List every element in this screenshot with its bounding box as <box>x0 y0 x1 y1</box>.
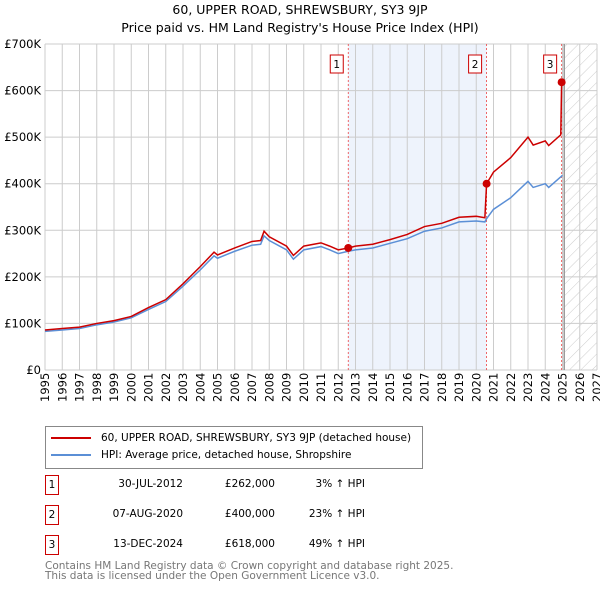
sale-price: £262,000 <box>224 478 275 490</box>
x-tick-label: 1999 <box>107 373 121 402</box>
x-tick-label: 2006 <box>228 373 242 402</box>
hpi-line <box>44 174 563 333</box>
x-tick-label: 1995 <box>38 373 52 402</box>
y-tick-label: £400K <box>4 177 41 191</box>
x-tick-label: 2003 <box>176 373 190 402</box>
x-tick-label: 1997 <box>73 373 87 402</box>
legend: 60, UPPER ROAD, SHREWSBURY, SY3 9JP (det… <box>45 426 423 469</box>
footer-line: Contains HM Land Registry data © Crown c… <box>45 560 454 572</box>
x-tick-label: 2016 <box>400 373 414 402</box>
x-tick-label: 2005 <box>211 373 225 402</box>
x-tick-label: 2009 <box>280 373 294 402</box>
sale-date: 30-JUL-2012 <box>118 478 183 490</box>
red-line-swatch <box>51 437 91 439</box>
sale-row: 2 07-AUG-2020 £400,000 23% ↑ HPI <box>45 505 445 525</box>
x-tick-label: 2002 <box>159 373 173 402</box>
legend-label: 60, UPPER ROAD, SHREWSBURY, SY3 9JP (det… <box>101 432 412 444</box>
blue-line-swatch <box>51 454 91 456</box>
x-tick-label: 2015 <box>383 373 397 402</box>
legend-item-hpi: HPI: Average price, detached house, Shro… <box>51 449 351 461</box>
x-tick-label: 2022 <box>504 373 518 402</box>
sale-point <box>557 78 566 87</box>
y-tick-label: £0 <box>26 363 41 377</box>
sale-marker-box: 2 <box>45 505 59 525</box>
x-tick-label: 1996 <box>55 373 69 402</box>
x-tick-label: 2000 <box>124 373 138 402</box>
y-tick-label: £300K <box>4 223 41 237</box>
x-tick-label: 2012 <box>331 373 345 402</box>
chart-subtitle: Price paid vs. HM Land Registry's House … <box>121 20 479 35</box>
sale-row: 3 13-DEC-2024 £618,000 49% ↑ HPI <box>45 535 445 555</box>
sale-label-number: 2 <box>472 59 479 71</box>
legend-item-property: 60, UPPER ROAD, SHREWSBURY, SY3 9JP (det… <box>51 432 411 444</box>
x-tick-label: 2011 <box>314 373 328 402</box>
legend-label: HPI: Average price, detached house, Shro… <box>101 449 352 461</box>
y-tick-label: £200K <box>4 270 41 284</box>
sale-point <box>344 243 353 252</box>
x-tick-label: 2019 <box>452 373 466 402</box>
y-tick-label: £100K <box>4 316 41 330</box>
sale-marker-box: 3 <box>45 535 59 555</box>
sale-period-shading <box>348 44 487 370</box>
y-tick-label: £700K <box>4 37 41 51</box>
sale-row: 1 30-JUL-2012 £262,000 3% ↑ HPI <box>45 475 445 495</box>
sale-price: £400,000 <box>224 508 275 520</box>
x-tick-label: 2025 <box>556 373 570 402</box>
sale-label-box <box>468 54 483 74</box>
sale-label-box <box>543 54 558 74</box>
x-tick-label: 2023 <box>521 373 535 402</box>
x-tick-label: 2026 <box>573 373 587 402</box>
sale-hpi-diff: 3% ↑ HPI <box>315 478 365 490</box>
forecast-hatch <box>564 44 597 370</box>
price-chart: 1995 1996 1997 1998 1999 2000 2001 2002 2003 2004… <box>4 37 600 402</box>
x-tick-label: 2008 <box>262 373 276 402</box>
sale-marker-box: 1 <box>45 475 59 495</box>
property-price-line <box>44 82 563 331</box>
x-tick-label: 1998 <box>90 373 104 402</box>
y-tick-label: £500K <box>4 130 41 144</box>
sale-label-number: 1 <box>333 59 340 71</box>
sale-date: 07-AUG-2020 <box>112 508 183 520</box>
x-tick-label: 2027 <box>590 373 600 402</box>
sale-hpi-diff: 23% ↑ HPI <box>308 508 365 520</box>
sale-point <box>482 179 491 188</box>
sale-date: 13-DEC-2024 <box>113 538 183 550</box>
y-tick-label: £600K <box>4 84 41 98</box>
x-tick-label: 2010 <box>297 373 311 402</box>
chart-title: 60, UPPER ROAD, SHREWSBURY, SY3 9JP <box>172 2 428 17</box>
x-tick-label: 2007 <box>245 373 259 402</box>
sale-label-box <box>329 54 344 74</box>
x-tick-label: 2020 <box>469 373 483 402</box>
x-tick-label: 2013 <box>349 373 363 402</box>
x-tick-label: 2014 <box>366 373 380 402</box>
sale-label-number: 3 <box>547 59 554 71</box>
sale-hpi-diff: 49% ↑ HPI <box>308 538 365 550</box>
x-tick-label: 2001 <box>142 373 156 402</box>
x-tick-label: 2004 <box>193 373 207 402</box>
x-tick-label: 2018 <box>435 373 449 402</box>
footer-line: This data is licensed under the Open Gov… <box>45 570 380 582</box>
x-tick-label: 2024 <box>538 373 552 402</box>
x-tick-label: 2017 <box>418 373 432 402</box>
footer: Contains HM Land Registry data © Crown c… <box>45 560 454 582</box>
x-tick-label: 2021 <box>487 373 501 402</box>
sale-price: £618,000 <box>224 538 275 550</box>
